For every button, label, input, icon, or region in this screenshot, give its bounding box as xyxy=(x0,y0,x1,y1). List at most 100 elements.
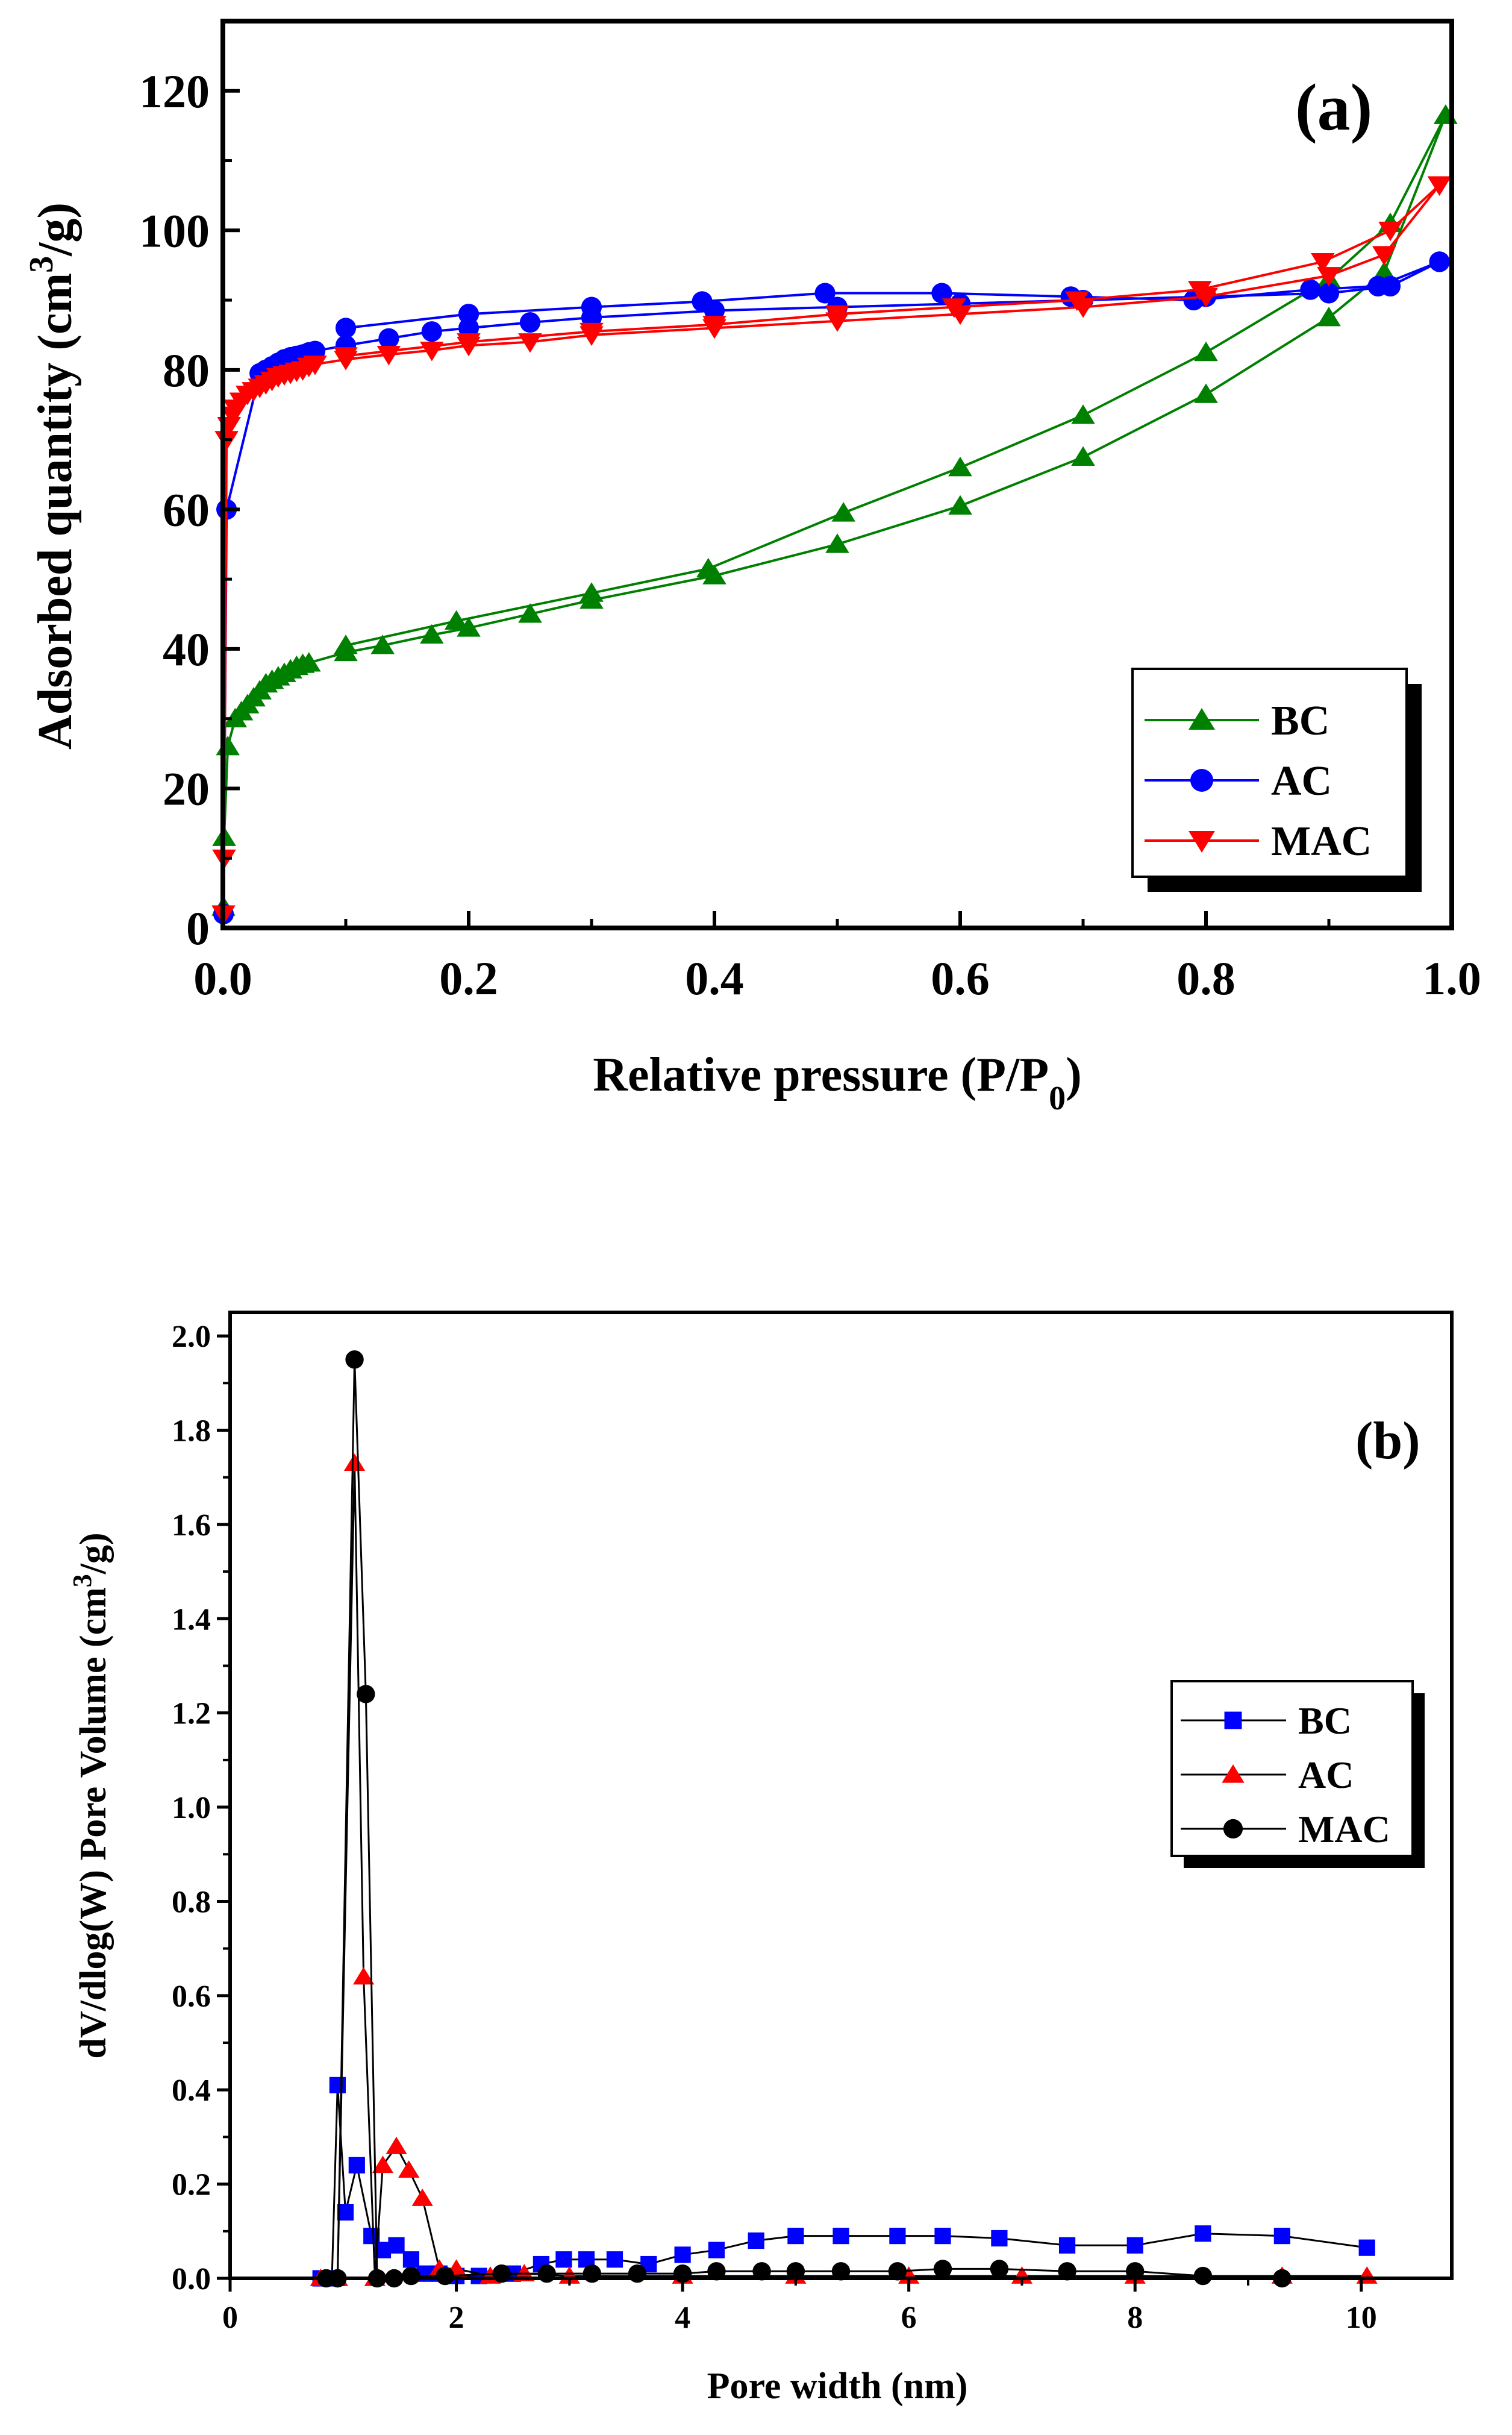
panel-a-ac-adsorption-point-16 xyxy=(519,312,541,333)
panel-b-ac-point-6 xyxy=(386,2137,407,2154)
panel-b-y-tick-label-10: 2.0 xyxy=(172,1320,211,1354)
panel-b-ac-line xyxy=(320,1463,1367,2280)
panel-b-bc-point-31 xyxy=(1358,2239,1375,2256)
panel-b-ac-point-2 xyxy=(343,1453,366,1471)
panel-b-mac-point-15 xyxy=(786,2262,805,2281)
panel-b-mac-point-22 xyxy=(1193,2266,1213,2286)
panel-b-legend-marker-ac xyxy=(1222,1764,1245,1783)
panel-a-legend-marker-mac xyxy=(1189,831,1215,853)
panel-a-mac-desorption-line xyxy=(345,184,1440,357)
panel-b-x-axis-title: Pore width (nm) xyxy=(707,2366,968,2407)
panel-a-ac-desorption-point-7 xyxy=(692,291,713,312)
panel-a-isotherm-chart: 0.0 0.2 0.4 0.6 0.8 1.0 0 20 40 60 80 100 120 (a) Re… xyxy=(23,19,1481,1117)
panel-b-mac-point-16 xyxy=(831,2262,851,2281)
panel-b-legend-marker-bc xyxy=(1224,1711,1242,1729)
panel-a-data-layer xyxy=(211,104,1458,925)
panel-b-y-axis-title-main: dV/dlog(W) Pore Volume (cm xyxy=(73,1587,114,2058)
panel-b-x-tick-label-2: 4 xyxy=(675,2301,690,2335)
panel-a-x-axis-title-close: ) xyxy=(1066,1048,1082,1102)
panel-b-legend: BC AC MAC xyxy=(1170,1680,1425,1868)
panel-b-mac-line xyxy=(326,1359,1282,2280)
panel-a-x-axis-title: Relative pressure (P/P0) xyxy=(593,1048,1082,1117)
panel-a-mac-desorption-point-0 xyxy=(1427,176,1452,196)
panel-a-x-tick-label-2: 0.4 xyxy=(685,952,744,1004)
panel-a-ac-desorption-point-10 xyxy=(335,318,357,339)
panel-b-y-tick-label-2: 0.4 xyxy=(172,2073,211,2108)
panel-b-y-tick-label-9: 1.8 xyxy=(172,1414,211,1448)
panel-a-bc-desorption-point-4 xyxy=(1071,404,1095,424)
panel-a-y-axis-title-main: Adsorbed quantity (cm xyxy=(29,273,82,750)
panel-b-y-tick-label-3: 0.6 xyxy=(172,1979,211,2014)
panel-a-legend-label-ac: AC xyxy=(1271,758,1332,804)
panel-a-y-axis-title-superscript: 3 xyxy=(23,256,60,273)
panel-b-bc-point-15 xyxy=(555,2251,572,2268)
panel-a-y-tick-label-1: 20 xyxy=(163,762,210,815)
panel-b-legend-marker-mac xyxy=(1223,1819,1243,1839)
panel-b-mac-point-19 xyxy=(990,2260,1009,2278)
panel-a-ac-desorption-point-0 xyxy=(1429,251,1450,272)
panel-a-legend: BC AC MAC xyxy=(1131,668,1422,892)
panel-b-bc-point-28 xyxy=(1126,2237,1143,2254)
panel-a-y-tick-label-0: 0 xyxy=(186,902,210,954)
panel-b-mac-point-13 xyxy=(707,2262,726,2281)
panel-a-mac-desorption-point-2 xyxy=(1311,253,1335,273)
panel-b-bc-point-20 xyxy=(708,2242,725,2258)
panel-b-x-tick-label-5: 10 xyxy=(1346,2301,1377,2335)
panel-b-mac-point-18 xyxy=(933,2260,952,2278)
panel-b-mac-point-20 xyxy=(1058,2262,1076,2281)
panel-b-x-tick-label-4: 8 xyxy=(1127,2301,1143,2335)
panel-a-ac-desorption-point-2 xyxy=(1300,279,1321,300)
panel-a-y-axis-title-close: /g) xyxy=(29,202,82,257)
panel-b-bc-point-30 xyxy=(1273,2228,1290,2245)
panel-a-ac-desorption-point-6 xyxy=(814,283,836,304)
panel-b-ac-point-20 xyxy=(1356,2266,1378,2284)
panel-b-y-tick-label-7: 1.4 xyxy=(172,1602,211,1637)
panel-a-bc-adsorption-point-17 xyxy=(370,635,395,654)
panel-a-legend-marker-ac xyxy=(1190,769,1213,792)
panel-a-mac-desorption-point-4 xyxy=(1065,291,1089,312)
panel-a-y-tick-label-4: 80 xyxy=(163,344,210,396)
panel-a-mac-desorption-point-9 xyxy=(457,333,481,353)
panel-b-mac-point-6 xyxy=(402,2266,420,2286)
panel-b-bc-point-3 xyxy=(337,2204,354,2221)
panel-a-ac-adsorption-point-14 xyxy=(421,321,442,342)
panel-b-bc-point-19 xyxy=(674,2246,691,2263)
panel-a-mac-desorption-point-8 xyxy=(579,322,604,343)
panel-a-bc-adsorption-point-15 xyxy=(297,652,321,672)
panel-a-x-axis-title-subscript: 0 xyxy=(1049,1080,1066,1117)
panel-b-x-tick-label-0: 0 xyxy=(222,2301,238,2335)
panel-a-mac-desorption-point-7 xyxy=(702,316,726,336)
panel-a-bc-desorption-point-8 xyxy=(579,582,604,602)
panel-b-mac-point-14 xyxy=(752,2262,771,2281)
panel-a-bc-desorption-line xyxy=(345,114,1447,647)
panel-b-bc-point-8 xyxy=(402,2251,420,2268)
panel-b-x-tick-label-3: 6 xyxy=(901,2301,917,2335)
panel-a-x-tick-label-3: 0.6 xyxy=(931,952,990,1004)
panel-a-ac-desorption-point-8 xyxy=(581,296,602,318)
panel-a-ac-adsorption-point-13 xyxy=(378,328,399,349)
panel-b-y-tick-label-5: 1.0 xyxy=(172,1791,211,1825)
panel-b-ac-point-3 xyxy=(352,1967,375,1985)
panel-b-bc-point-7 xyxy=(388,2237,405,2254)
panel-b-mac-point-21 xyxy=(1126,2262,1145,2281)
panel-b-bc-point-4 xyxy=(348,2157,365,2173)
panel-b-legend-box xyxy=(1170,1680,1414,1857)
panel-b-bc-point-23 xyxy=(833,2228,849,2245)
panel-a-bc-adsorption-point-25 xyxy=(1071,446,1095,466)
panel-b-y-axis-title-close: /g) xyxy=(73,1532,114,1575)
panel-b-y-axis-title-superscript: 3 xyxy=(67,1574,97,1587)
panel-b-bc-point-21 xyxy=(748,2232,764,2249)
panel-a-bc-adsorption-point-23 xyxy=(825,533,849,553)
panel-a-mac-desorption-point-5 xyxy=(942,298,966,318)
panel-a-bc-adsorption-point-20 xyxy=(518,603,542,623)
panel-b-pore-size-chart: 0 2 4 6 8 10 0.0 0.2 0.4 0.6 0.8 1.0 1.2 1.4 1.6 1.8 2.0… xyxy=(67,1311,1454,2407)
panel-a-y-tick-label-5: 100 xyxy=(139,204,210,257)
panel-a-bc-desorption-point-3 xyxy=(1194,341,1218,362)
panel-a-legend-label-bc: BC xyxy=(1271,698,1329,744)
panel-a-y-tick-label-2: 40 xyxy=(163,623,210,675)
panel-b-y-tick-label-0: 0.0 xyxy=(172,2262,211,2296)
panel-b-plot-frame xyxy=(228,1311,1454,2280)
panel-b-legend-label-mac: MAC xyxy=(1298,1808,1390,1851)
panel-b-legend-items: BC AC MAC xyxy=(1181,1699,1390,1851)
panel-a-y-axis-title: Adsorbed quantity (cm3/g) xyxy=(23,202,82,750)
